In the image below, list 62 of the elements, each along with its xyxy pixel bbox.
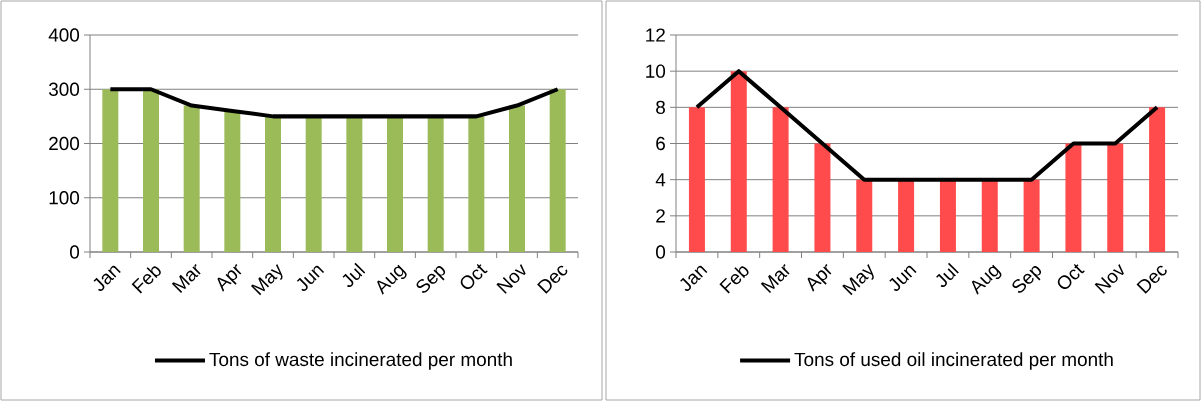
y-tick-label: 2 [656,209,665,223]
bar [1065,143,1082,252]
x-tick-label: Feb [131,266,161,294]
y-tick-label: 0 [656,245,666,259]
x-tick-label: Jul [342,262,366,288]
bar [468,116,485,252]
x-tick-label: Nov [1094,264,1124,294]
x-tick-label: Jun [889,265,917,292]
bar [305,116,322,252]
bar [387,116,404,252]
x-tick-label: Aug [377,264,407,295]
legend-label: Tons of used oil incinerated per month [794,352,1113,370]
bar [1107,143,1124,252]
bar [772,107,789,252]
y-tick-label: 100 [49,191,80,205]
bar [549,89,566,252]
y-tick-label: 12 [646,28,665,42]
y-tick-label: 10 [646,64,666,78]
bar [346,116,363,252]
bar [856,179,873,252]
bar [814,143,831,252]
bar [509,105,526,252]
bar [688,107,705,252]
legend-label: Tons of waste incinerated per month [209,352,512,370]
x-tick-label: Nov [496,264,526,294]
x-tick-label: Feb [719,266,749,294]
bar [898,179,915,252]
bar [981,179,998,252]
y-tick-label: 8 [656,100,665,115]
x-tick-label: Dec [537,265,568,294]
bar [427,116,444,252]
x-tick-label: Jun [296,265,325,292]
bar [224,110,241,252]
bar [939,179,956,252]
bar [1149,107,1166,252]
x-tick-label: Apr [217,264,242,292]
y-tick-label: 200 [49,136,80,151]
x-tick-label: Jan [680,265,708,292]
bar [265,116,282,252]
bar [730,71,747,252]
bar [183,105,200,252]
y-tick-label: 6 [656,136,665,151]
x-tick-label: Sep [416,266,446,293]
x-tick-label: Apr [807,264,832,292]
x-tick-label: Jan [93,265,121,292]
x-tick-label: Sep [1012,266,1042,293]
x-tick-label: May [842,263,874,296]
bar [143,89,160,252]
x-tick-label: Oct [1057,264,1085,290]
y-tick-label: 4 [655,173,666,187]
bar [1023,179,1040,252]
x-tick-label: Aug [971,264,1002,295]
x-tick-label: Dec [1136,265,1167,294]
y-tick-label: 400 [48,28,80,42]
x-tick-label: Mar [171,264,201,293]
x-tick-label: Oct [460,264,488,290]
y-tick-label: 0 [70,245,80,259]
x-tick-label: Mar [760,264,790,293]
bar [102,89,119,252]
x-tick-label: May [250,263,283,296]
y-tick-label: 300 [48,82,80,96]
x-tick-label: Jul [936,262,959,288]
